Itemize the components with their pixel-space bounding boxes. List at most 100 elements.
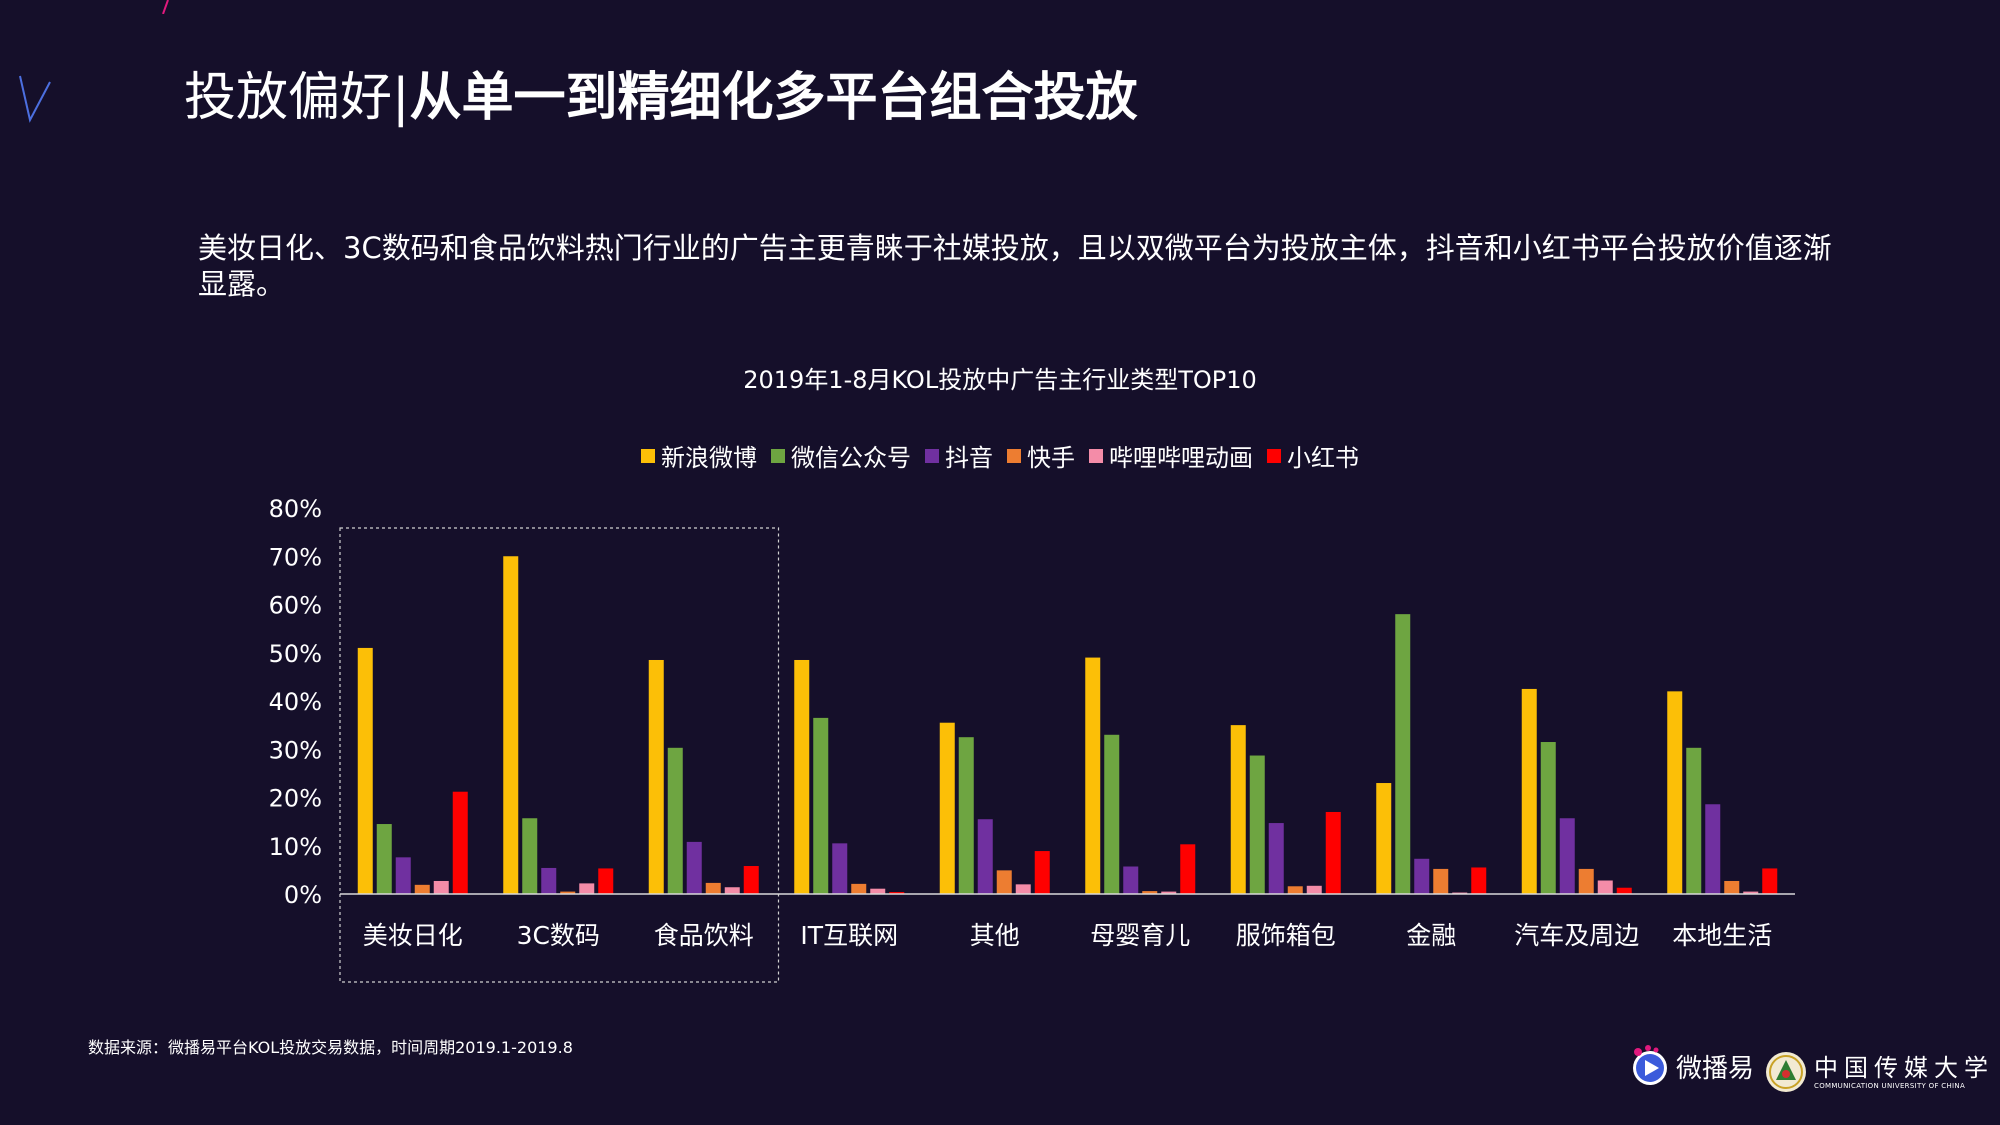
cuc-logo: 中国传媒大学 COMMUNICATION UNIVERSITY OF CHINA	[1764, 1050, 1994, 1094]
bar	[1724, 880, 1740, 894]
y-tick-label: 60%	[269, 592, 322, 620]
bar	[376, 824, 392, 894]
legend-item: 小红书	[1267, 438, 1359, 473]
x-tick-label: IT互联网	[800, 921, 898, 950]
bar	[357, 647, 373, 894]
bar	[579, 883, 595, 894]
bar	[1667, 691, 1683, 894]
bar	[395, 857, 411, 894]
y-tick-label: 30%	[269, 736, 322, 764]
bar	[1471, 867, 1487, 894]
bar	[1325, 811, 1341, 894]
bar	[452, 791, 468, 894]
bar	[1414, 858, 1430, 894]
legend-swatch	[925, 448, 939, 463]
bar	[1559, 818, 1575, 894]
legend-item: 微信公众号	[771, 438, 911, 473]
legend-item: 抖音	[925, 438, 993, 473]
x-tick-label: 3C数码	[517, 921, 600, 950]
y-tick-label: 10%	[269, 833, 322, 861]
y-tick-label: 0%	[284, 881, 322, 909]
legend-label: 新浪微博	[661, 444, 757, 472]
legend-item: 快手	[1007, 438, 1075, 473]
x-tick-label: 本地生活	[1672, 921, 1772, 950]
x-tick-label: 美妆日化	[363, 921, 463, 950]
bar	[1743, 891, 1759, 894]
x-tick-label: 母婴育儿	[1090, 921, 1190, 950]
bar	[1395, 614, 1411, 894]
bar	[889, 892, 905, 894]
bar	[1034, 851, 1050, 894]
bar	[851, 883, 867, 894]
bar	[541, 867, 557, 894]
weiboyi-play-icon	[1633, 1045, 1667, 1085]
bar	[1762, 868, 1778, 894]
bar	[1287, 886, 1303, 894]
weiboyi-logo: 微播易	[1628, 1044, 1754, 1088]
decorative-v-mark	[19, 75, 51, 123]
bar	[1433, 868, 1449, 894]
bar	[648, 659, 664, 894]
bar	[1104, 734, 1120, 894]
bar	[503, 556, 519, 894]
legend-item: 哔哩哔哩动画	[1089, 438, 1253, 473]
bar	[667, 747, 683, 894]
bar	[433, 880, 449, 894]
bar	[813, 717, 829, 894]
bar	[598, 868, 614, 894]
legend-swatch	[1267, 448, 1281, 463]
page-title-bold: 从单一到精细化多平台组合投放	[409, 68, 1138, 128]
y-tick-label: 40%	[269, 688, 322, 716]
bar	[1616, 887, 1632, 894]
bar	[724, 887, 740, 894]
bar	[1306, 885, 1322, 894]
x-tick-label: 其他	[970, 921, 1020, 950]
bar	[1268, 823, 1284, 894]
bar-chart: 0% 10% 20% 30% 40% 50% 60% 70% 80% 美妆日化 3C数码 食品饮料 IT…	[269, 495, 1795, 983]
x-tick-label: 服饰箱包	[1236, 921, 1336, 950]
bar	[522, 818, 538, 894]
bar	[794, 659, 810, 894]
bar	[939, 722, 955, 894]
bar	[1521, 688, 1537, 894]
legend-item: 新浪微博	[641, 438, 757, 473]
decorative-slash	[162, 0, 169, 14]
y-tick-label: 50%	[269, 640, 322, 668]
bar	[1540, 742, 1556, 894]
bar	[1578, 868, 1594, 894]
page-subtitle: 美妆日化、3C数码和食品饮料热门行业的广告主更青睐于社媒投放，且以双微平台为投放…	[198, 231, 1832, 301]
x-tick-label: 汽车及周边	[1514, 921, 1639, 950]
bar	[1015, 884, 1031, 894]
bar	[1376, 783, 1392, 894]
cuc-logo-chinese: 中国传媒大学	[1814, 1054, 1994, 1082]
bar	[686, 841, 702, 894]
bar	[1180, 844, 1196, 894]
bar	[705, 882, 721, 894]
legend-swatch	[1089, 448, 1103, 463]
bar	[870, 888, 886, 894]
bar	[958, 737, 974, 894]
data-source-note: 数据来源：微播易平台KOL投放交易数据，时间周期2019.1-2019.8	[88, 1038, 573, 1057]
bar	[1705, 804, 1721, 894]
chart-title: 2019年1-8月KOL投放中广告主行业类型TOP10	[743, 366, 1257, 394]
cuc-emblem-icon	[1766, 1052, 1806, 1092]
x-tick-label: 食品饮料	[654, 921, 754, 950]
page-title: 投放偏好|从单一到精细化多平台组合投放	[184, 66, 1138, 130]
y-tick-label: 70%	[269, 543, 322, 571]
legend-label: 哔哩哔哩动画	[1109, 444, 1253, 472]
bar	[977, 819, 993, 894]
bar	[1597, 880, 1613, 894]
bar	[1142, 891, 1158, 894]
legend-label: 小红书	[1287, 444, 1359, 472]
y-tick-label: 20%	[269, 785, 322, 813]
page-title-regular: 投放偏好|	[184, 68, 410, 128]
highlight-dashed-box	[339, 527, 780, 983]
legend-swatch	[641, 448, 655, 463]
legend-label: 快手	[1027, 444, 1075, 472]
bar	[1085, 657, 1101, 894]
x-tick-label: 金融	[1406, 921, 1456, 950]
legend-swatch	[771, 448, 785, 463]
legend-label: 抖音	[945, 444, 993, 472]
bar	[1123, 866, 1139, 894]
legend-label: 微信公众号	[791, 444, 911, 472]
